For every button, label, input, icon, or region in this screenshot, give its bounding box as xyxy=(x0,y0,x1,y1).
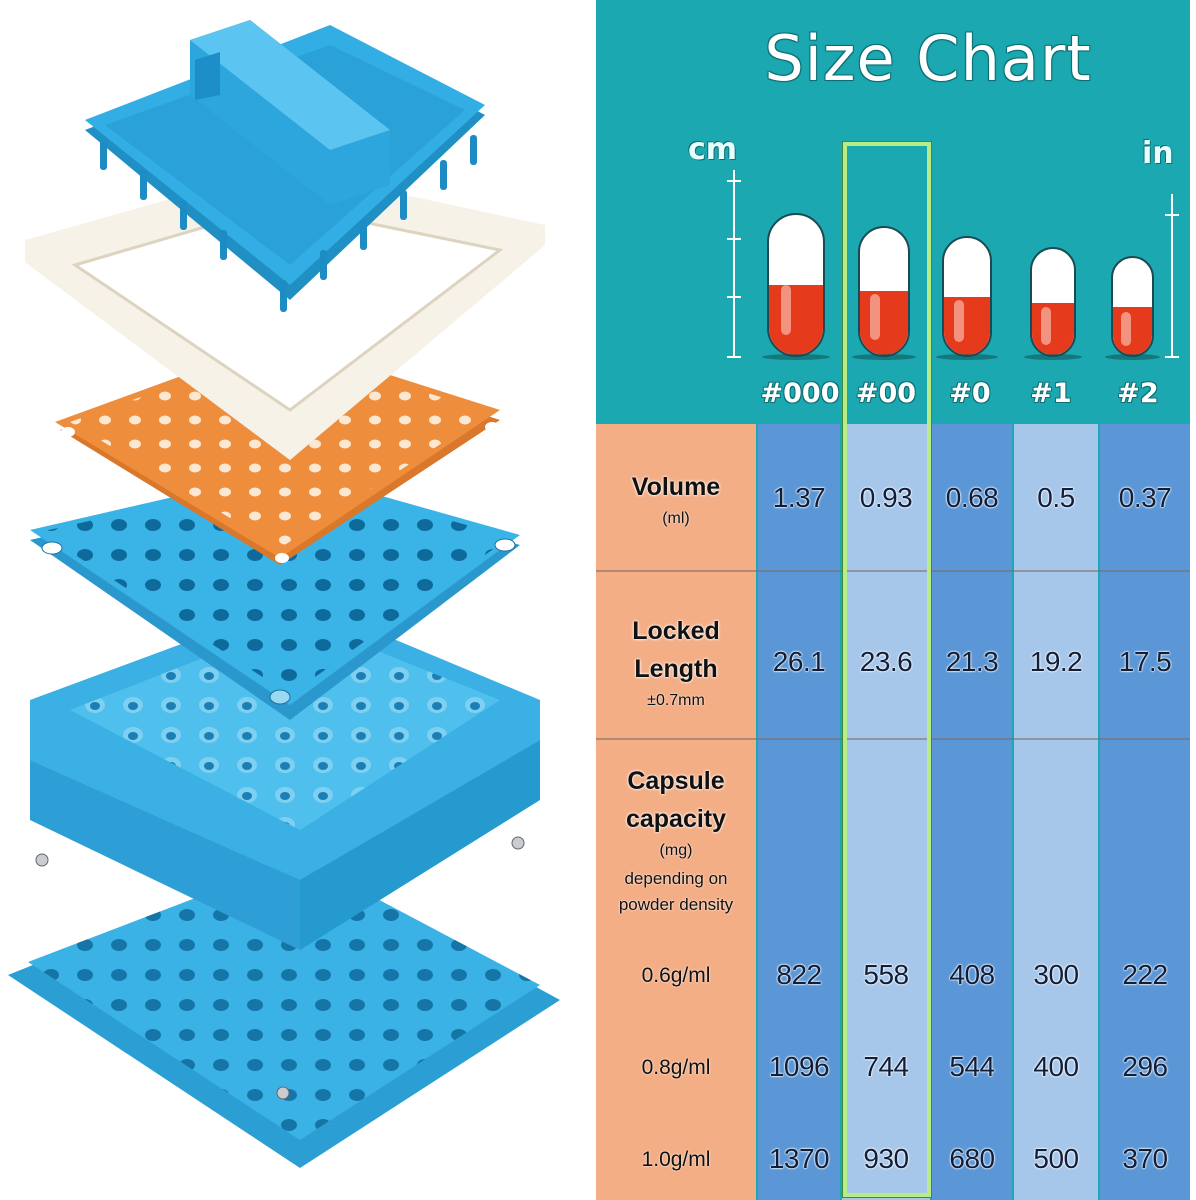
cell-cap10-000: 1370 xyxy=(768,1143,830,1174)
cm-scale-ruler-icon xyxy=(727,170,741,358)
tamper-press-plate xyxy=(85,20,485,312)
cell-length-0: 21.3 xyxy=(945,646,999,677)
row-sublabel-depending: depending on xyxy=(624,869,728,888)
row-label-length: Length xyxy=(634,655,718,683)
cell-cap06-1: 300 xyxy=(1033,959,1079,990)
row-sublabel-mg: (mg) xyxy=(659,842,693,859)
row-label-capacity: capacity xyxy=(625,805,727,833)
column-2 xyxy=(1100,424,1190,1200)
density-label-0.8: 0.8g/ml xyxy=(641,1056,711,1079)
cell-length-2: 17.5 xyxy=(1118,646,1172,677)
size-table: Volume (ml) 1.37 0.93 0.68 0.5 0.37 Lock… xyxy=(596,424,1190,1200)
column-00 xyxy=(842,424,930,1200)
cell-cap10-2: 370 xyxy=(1122,1143,1168,1174)
row-label-column xyxy=(596,424,756,1200)
row-sublabel-density: powder density xyxy=(618,895,734,914)
row-sublabel-volume: (ml) xyxy=(662,510,690,527)
unit-label-in: in xyxy=(1142,136,1174,171)
cell-length-00: 23.6 xyxy=(859,646,913,677)
cell-cap10-1: 500 xyxy=(1033,1143,1079,1174)
base-plate xyxy=(8,836,560,1168)
unit-label-cm: cm xyxy=(688,132,738,167)
cell-cap08-2: 296 xyxy=(1122,1051,1168,1082)
column-1 xyxy=(1014,424,1098,1200)
inch-scale-ruler-icon xyxy=(1165,194,1179,358)
cell-cap08-000: 1096 xyxy=(768,1051,830,1082)
capsule-filler-exploded-illustration xyxy=(8,20,560,1168)
size-label-00: #00 xyxy=(855,378,917,409)
cell-cap06-000: 822 xyxy=(776,959,822,990)
cell-volume-00: 0.93 xyxy=(859,482,913,513)
product-image xyxy=(0,0,596,1200)
cell-cap08-0: 544 xyxy=(949,1051,995,1082)
row-divider xyxy=(596,570,1190,572)
row-label-volume: Volume xyxy=(631,473,721,501)
cell-cap10-0: 680 xyxy=(949,1143,995,1174)
cell-cap06-0: 408 xyxy=(949,959,995,990)
size-chart: Size Chart cm in xyxy=(596,0,1190,1200)
cell-length-1: 19.2 xyxy=(1029,646,1083,677)
row-divider xyxy=(596,738,1190,740)
cell-cap08-00: 744 xyxy=(863,1051,909,1082)
size-label-2: #2 xyxy=(1117,378,1159,409)
row-label-capsule: Capsule xyxy=(627,767,725,795)
row-sublabel-length: ±0.7mm xyxy=(647,692,705,709)
cell-cap06-2: 222 xyxy=(1122,959,1168,990)
density-label-0.6: 0.6g/ml xyxy=(641,964,711,987)
column-0 xyxy=(932,424,1012,1200)
cell-cap06-00: 558 xyxy=(863,959,909,990)
size-label-000: #000 xyxy=(760,378,840,409)
row-label-locked: Locked xyxy=(632,617,720,645)
spreader-frame xyxy=(25,168,545,460)
size-label-1: #1 xyxy=(1030,378,1072,409)
cell-volume-1: 0.5 xyxy=(1037,482,1075,513)
powder-tray xyxy=(30,600,540,950)
cell-cap10-00: 930 xyxy=(863,1143,909,1174)
cap-sheet-plate xyxy=(30,470,520,720)
cell-volume-000: 1.37 xyxy=(772,482,826,513)
size-label-0: #0 xyxy=(949,378,991,409)
column-000 xyxy=(758,424,840,1200)
cell-volume-2: 0.37 xyxy=(1118,482,1172,513)
chart-title: Size Chart xyxy=(764,22,1092,95)
cell-cap08-1: 400 xyxy=(1033,1051,1079,1082)
cell-length-000: 26.1 xyxy=(772,646,826,677)
cell-volume-0: 0.68 xyxy=(945,482,999,513)
density-label-1.0: 1.0g/ml xyxy=(641,1148,711,1171)
